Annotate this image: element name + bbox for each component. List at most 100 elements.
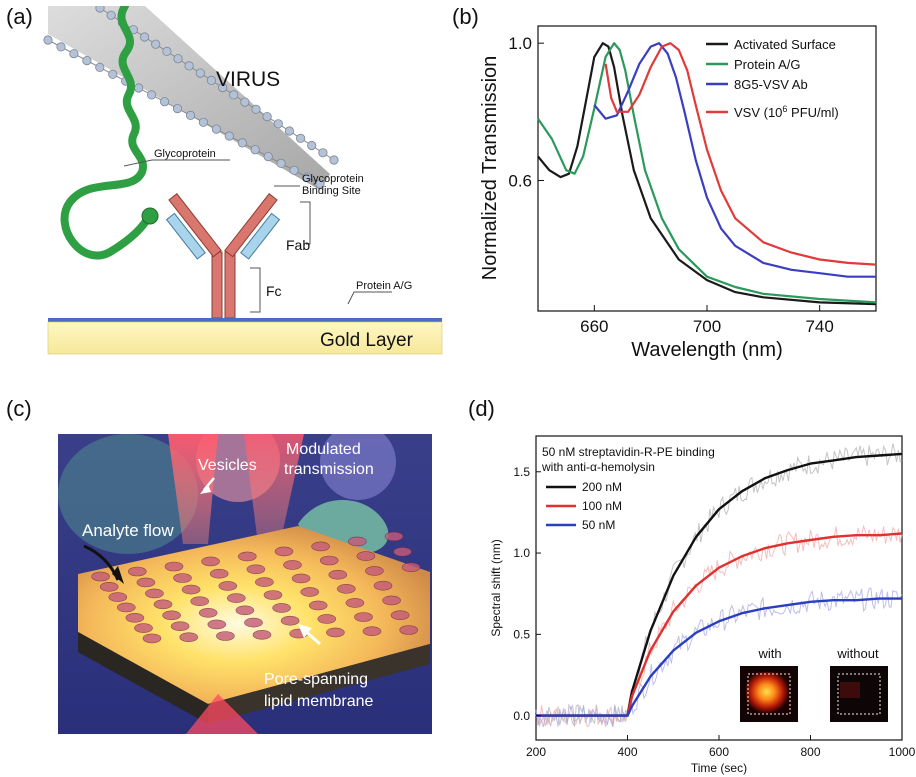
pore xyxy=(125,613,145,623)
x-tick-label: 1000 xyxy=(889,745,916,759)
series-line-2 xyxy=(536,597,902,717)
pore xyxy=(216,631,235,641)
pore xyxy=(207,619,227,630)
panel-c-label: (c) xyxy=(6,396,32,421)
lipid-head xyxy=(237,138,247,148)
lipid-head xyxy=(229,90,239,100)
pore xyxy=(181,584,201,595)
lipid-head xyxy=(211,124,221,134)
y-tick-label: 1.0 xyxy=(508,34,532,53)
lipid-head xyxy=(151,39,161,49)
pore xyxy=(179,632,198,642)
pore xyxy=(362,626,382,636)
pore xyxy=(142,633,162,644)
annotation-line-2: with anti-α-hemolysin xyxy=(541,460,655,474)
pore xyxy=(134,623,153,633)
series-line-1 xyxy=(537,42,877,304)
legend-8g5: 8G5-VSV Ab xyxy=(734,77,808,92)
lipid-head xyxy=(289,165,299,175)
y-tick-label: 0.6 xyxy=(508,171,532,190)
lipid-head xyxy=(295,133,306,143)
pore xyxy=(300,587,319,597)
pore xyxy=(153,599,173,610)
analyte-flow-label: Analyte flow xyxy=(82,521,174,540)
lipid-head xyxy=(307,140,317,151)
pore-label-1: Pore-spanning xyxy=(264,671,368,688)
pore xyxy=(117,602,136,613)
y-tick-label: 1.5 xyxy=(513,465,530,479)
legend-200nm: 200 nM xyxy=(582,480,622,494)
modulated-label-2: transmission xyxy=(284,461,374,478)
lipid-head xyxy=(251,104,261,114)
pore xyxy=(336,584,356,594)
gold-layer xyxy=(47,321,443,355)
pore xyxy=(263,590,283,600)
legend-vsv: VSV (106 PFU/ml) xyxy=(734,104,839,120)
pore xyxy=(252,630,272,640)
panel-b-label: (b) xyxy=(452,4,479,29)
pore xyxy=(283,560,302,570)
series-line-0 xyxy=(536,452,903,717)
lipid-head xyxy=(198,117,208,127)
lipid-head xyxy=(318,148,328,158)
fab-label: Fab xyxy=(286,237,310,253)
pore xyxy=(108,592,128,602)
raw-trace-1 xyxy=(535,524,903,728)
callout-lines xyxy=(123,159,392,313)
glycoprotein-label: Glycoprotein xyxy=(154,148,216,160)
lipid-head xyxy=(206,75,216,86)
lipid-head xyxy=(284,126,294,136)
x-tick-label: 200 xyxy=(526,745,546,759)
pore xyxy=(201,556,220,567)
annotation-line-1: 50 nM streptavidin-R-PE binding xyxy=(542,445,715,459)
lipid-head xyxy=(315,179,325,189)
pore xyxy=(244,617,263,628)
pore xyxy=(255,577,274,587)
pore xyxy=(384,531,404,542)
lipid-head xyxy=(302,172,312,182)
fc-label: Fc xyxy=(266,283,282,299)
pore xyxy=(145,588,164,599)
lipid-head xyxy=(160,97,170,107)
x-tick-label: 800 xyxy=(800,745,820,759)
y-tick-label: 0.5 xyxy=(513,628,530,642)
lipid-head xyxy=(106,10,116,20)
glycoprotein-knob xyxy=(141,207,159,225)
lipid-head xyxy=(329,155,339,165)
lipid-head xyxy=(240,97,250,107)
lipid-head xyxy=(95,6,105,13)
lipid-head xyxy=(173,54,183,64)
pore xyxy=(170,621,190,631)
lipid-head xyxy=(147,90,157,100)
pore xyxy=(128,566,147,577)
chart-d-xlabel: Time (sec) xyxy=(691,761,747,775)
lipid-membrane xyxy=(43,6,339,190)
lipid-head xyxy=(162,46,172,57)
inset-without-label: without xyxy=(836,646,879,661)
membrane-pores xyxy=(91,531,421,644)
x-tick-label: 700 xyxy=(693,317,721,336)
panel-d-label: (d) xyxy=(468,396,495,421)
pore xyxy=(291,573,311,584)
binding-site-label-2: Binding Site xyxy=(302,185,361,197)
pore xyxy=(246,564,266,575)
pore xyxy=(308,600,328,611)
pore xyxy=(317,614,337,624)
lipid-head xyxy=(224,131,234,141)
legend-activated: Activated Surface xyxy=(734,37,836,52)
chart-b-ylabel: Normalized Transmission xyxy=(479,56,501,281)
protein-ag-label: Protein A/G xyxy=(356,280,412,292)
pore xyxy=(401,562,421,572)
pore xyxy=(319,555,339,566)
protein-ag-layer xyxy=(48,318,442,322)
lipid-head xyxy=(185,110,196,121)
vesicles-label: Vesicles xyxy=(198,457,257,474)
pore xyxy=(136,577,156,588)
pore xyxy=(345,598,365,608)
pore xyxy=(356,551,376,561)
pore xyxy=(164,561,184,572)
legend-protein-ag: Protein A/G xyxy=(734,57,800,72)
lipid-head xyxy=(43,35,53,45)
modulated-label-1: Modulated xyxy=(286,441,361,458)
lipid-head xyxy=(218,83,228,93)
